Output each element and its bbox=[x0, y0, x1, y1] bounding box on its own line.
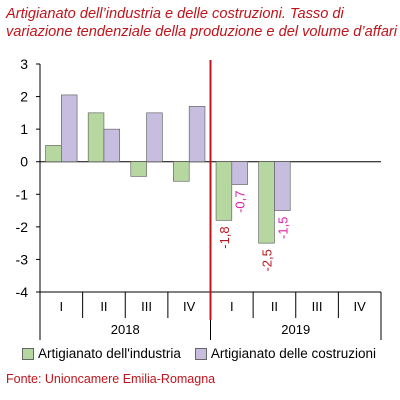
bar bbox=[215, 161, 233, 221]
source-note: Fonte: Unioncamere Emilia-Romagna bbox=[6, 372, 216, 386]
data-label: -1,5 bbox=[275, 217, 290, 239]
y-tick-label: -4 bbox=[16, 284, 29, 300]
data-label: -0,7 bbox=[233, 191, 248, 213]
chart-title-line-2: variazione tendenziale della produzione … bbox=[6, 24, 398, 40]
bar bbox=[45, 145, 62, 163]
bar bbox=[103, 128, 121, 163]
x-tick-label: II bbox=[100, 299, 107, 314]
legend-label-industria: Artigianato dell'industria bbox=[38, 346, 181, 361]
bar bbox=[61, 94, 78, 163]
y-tick-label: 3 bbox=[20, 56, 28, 72]
x-tick-label: IV bbox=[183, 299, 196, 314]
x-group-label: 2019 bbox=[281, 322, 310, 337]
x-tick-label: III bbox=[312, 299, 323, 314]
x-tick-label: II bbox=[271, 299, 278, 314]
chart-legend: Artigianato dell'industria Artigianato d… bbox=[22, 346, 390, 361]
y-tick-label: -1 bbox=[16, 186, 29, 202]
x-tick-label: I bbox=[60, 299, 64, 314]
x-group-label: 2018 bbox=[111, 322, 140, 337]
x-tick-label: I bbox=[230, 299, 234, 314]
x-tick-label: IV bbox=[354, 299, 367, 314]
bar bbox=[87, 112, 105, 163]
legend-label-costruzioni: Artigianato delle costruzioni bbox=[210, 346, 377, 361]
y-tick-label: -3 bbox=[16, 251, 29, 267]
legend-swatch-costruzioni bbox=[194, 347, 207, 360]
legend-swatch-industria bbox=[22, 347, 34, 360]
y-tick-label: 1 bbox=[20, 121, 28, 137]
bar bbox=[231, 161, 248, 185]
bar bbox=[274, 161, 291, 211]
data-label: -1,8 bbox=[217, 226, 232, 248]
chart-title-line-1: Artigianato dell’industria e delle costr… bbox=[6, 6, 344, 22]
data-label: -2,5 bbox=[260, 249, 275, 271]
legend-item-industria: Artigianato dell'industria bbox=[22, 346, 181, 361]
bar bbox=[173, 161, 190, 182]
bar bbox=[188, 106, 206, 163]
bar bbox=[130, 161, 147, 177]
y-tick-label: -2 bbox=[16, 219, 29, 235]
chart-title: Artigianato dell’industria e delle costr… bbox=[6, 5, 398, 41]
bar bbox=[258, 161, 275, 244]
y-tick-label: 2 bbox=[20, 89, 28, 105]
x-tick-label: III bbox=[141, 299, 152, 314]
y-tick-label: 0 bbox=[20, 154, 28, 170]
bar bbox=[146, 112, 163, 163]
legend-item-costruzioni: Artigianato delle costruzioni bbox=[194, 346, 377, 361]
